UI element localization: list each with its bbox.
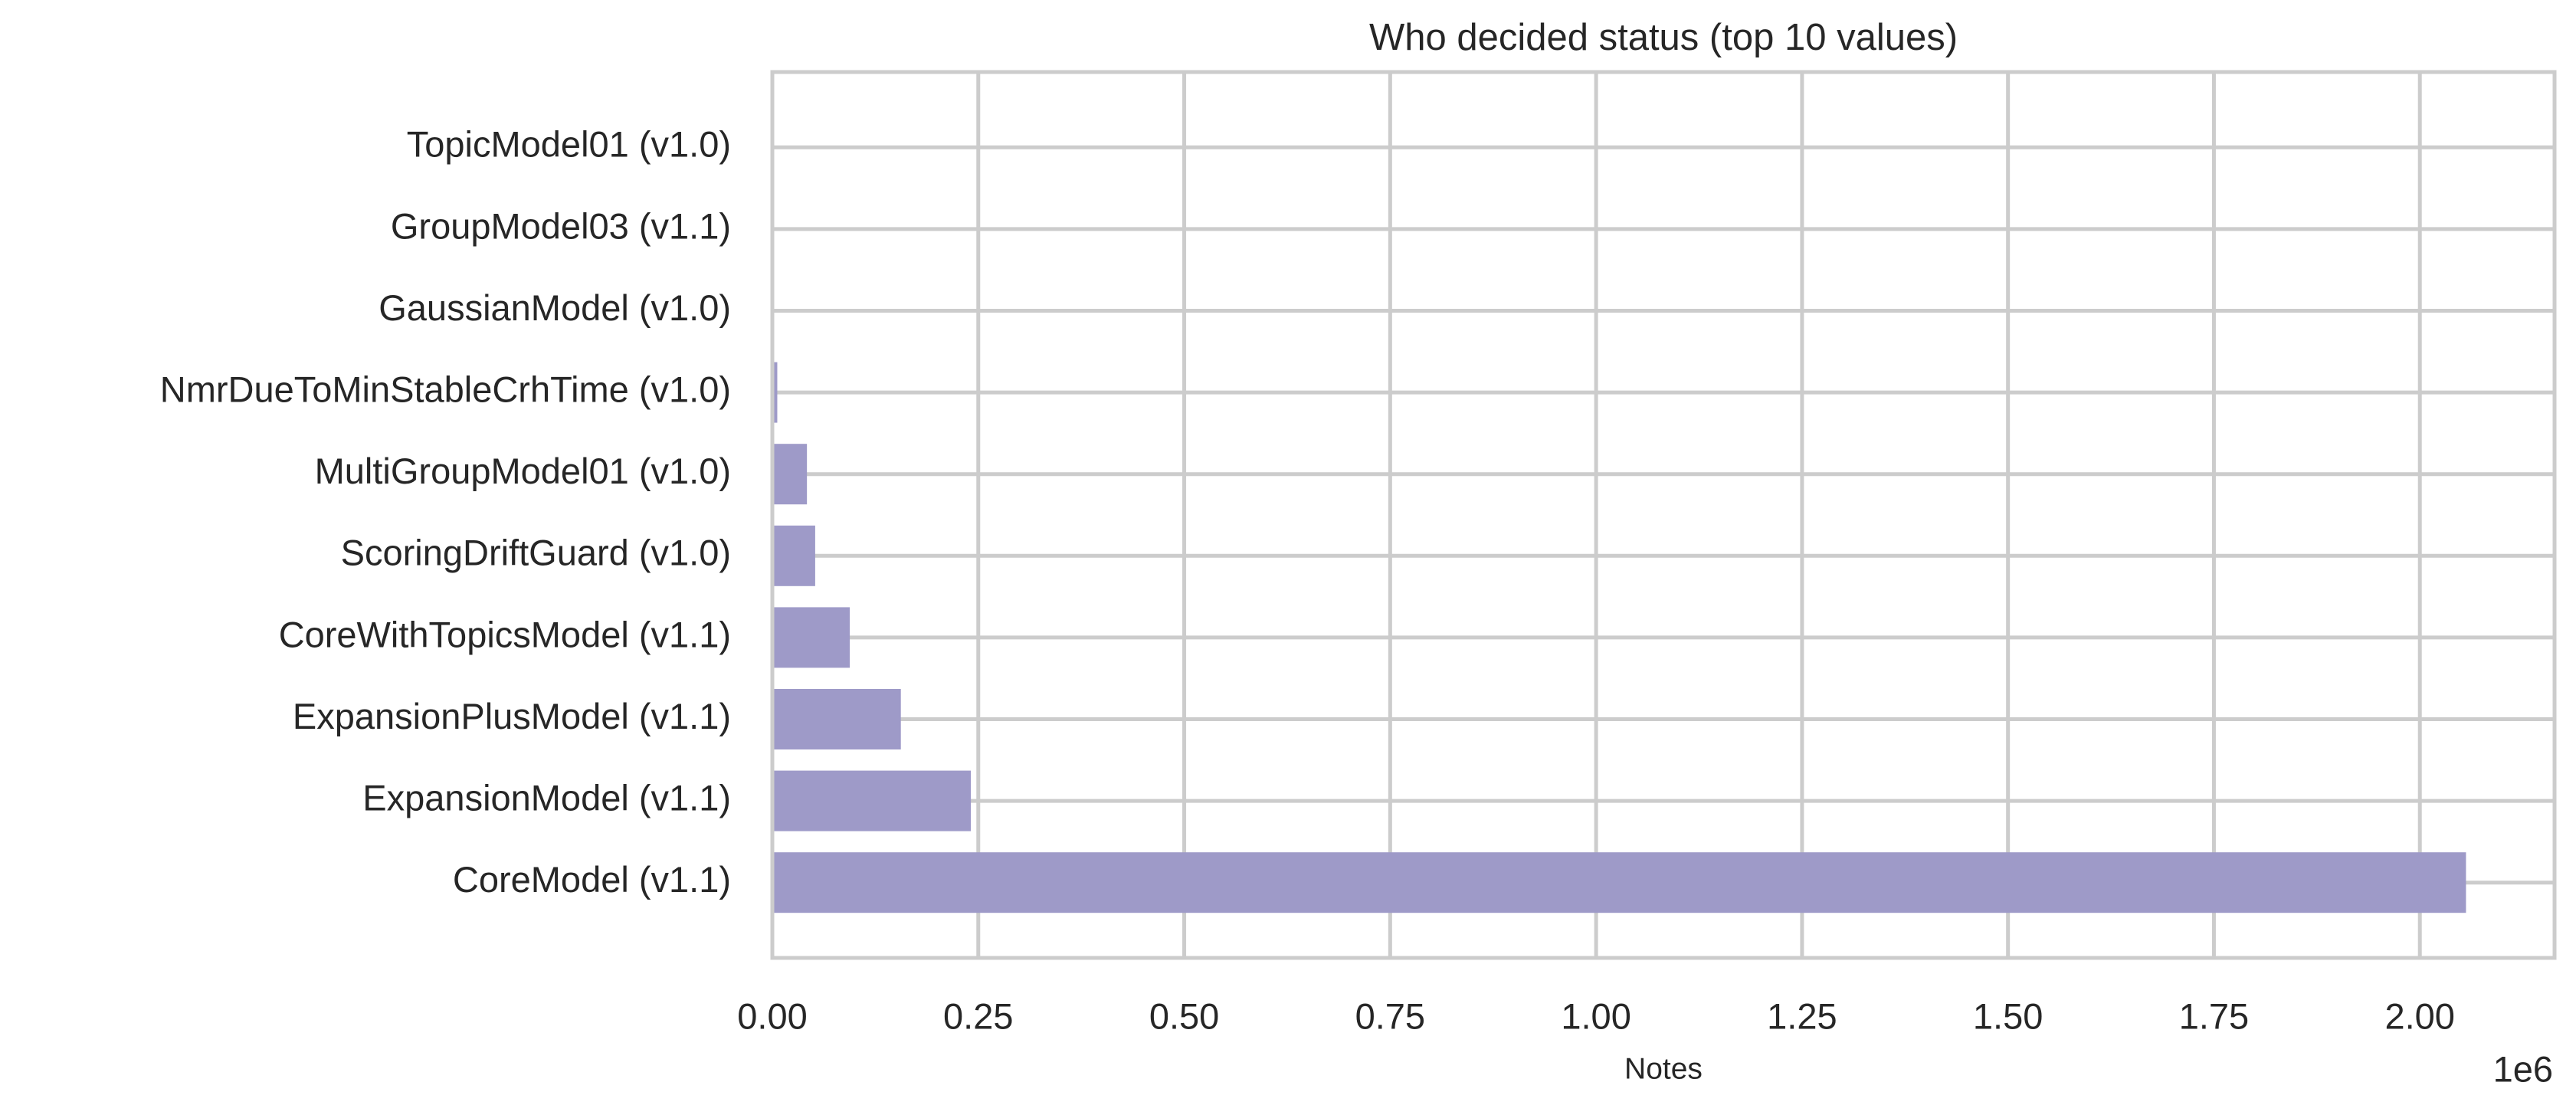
- x-tick-label: 1.00: [1561, 995, 1630, 1036]
- x-axis-label: Notes: [1624, 1052, 1703, 1085]
- y-tick-label: NmrDueToMinStableCrhTime (v1.0): [160, 369, 731, 410]
- x-tick-label: 0.00: [737, 995, 807, 1036]
- bar: [772, 362, 778, 423]
- x-tick-label: 2.00: [2384, 995, 2454, 1036]
- bar: [772, 770, 972, 831]
- y-tick-label: CoreWithTopicsModel (v1.1): [279, 614, 731, 654]
- y-tick-label: ExpansionModel (v1.1): [362, 778, 731, 818]
- y-tick-label: TopicModel01 (v1.0): [407, 124, 731, 165]
- x-tick-label: 1.25: [1767, 995, 1837, 1036]
- x-tick-label: 0.75: [1355, 995, 1425, 1036]
- x-tick-label: 0.50: [1149, 995, 1219, 1036]
- x-tick-label: 1.75: [2179, 995, 2249, 1036]
- y-tick-label: GaussianModel (v1.0): [379, 287, 731, 328]
- bar: [772, 852, 2466, 913]
- y-tick-label: GroupModel03 (v1.1): [391, 205, 731, 246]
- x-tick-label: 0.25: [943, 995, 1013, 1036]
- x-offset-label: 1e6: [2493, 1048, 2553, 1089]
- bar: [772, 444, 808, 505]
- y-tick-label: CoreModel (v1.1): [453, 859, 731, 900]
- y-tick-label: MultiGroupModel01 (v1.0): [315, 451, 731, 491]
- bar: [772, 525, 815, 586]
- chart-title: Who decided status (top 10 values): [1369, 17, 1958, 58]
- y-tick-label: ExpansionPlusModel (v1.1): [293, 696, 731, 736]
- y-tick-label: ScoringDriftGuard (v1.0): [341, 533, 731, 573]
- bar: [772, 607, 850, 668]
- x-tick-label: 1.50: [1973, 995, 2043, 1036]
- plot-frame: [770, 70, 2557, 960]
- bar: [772, 689, 901, 749]
